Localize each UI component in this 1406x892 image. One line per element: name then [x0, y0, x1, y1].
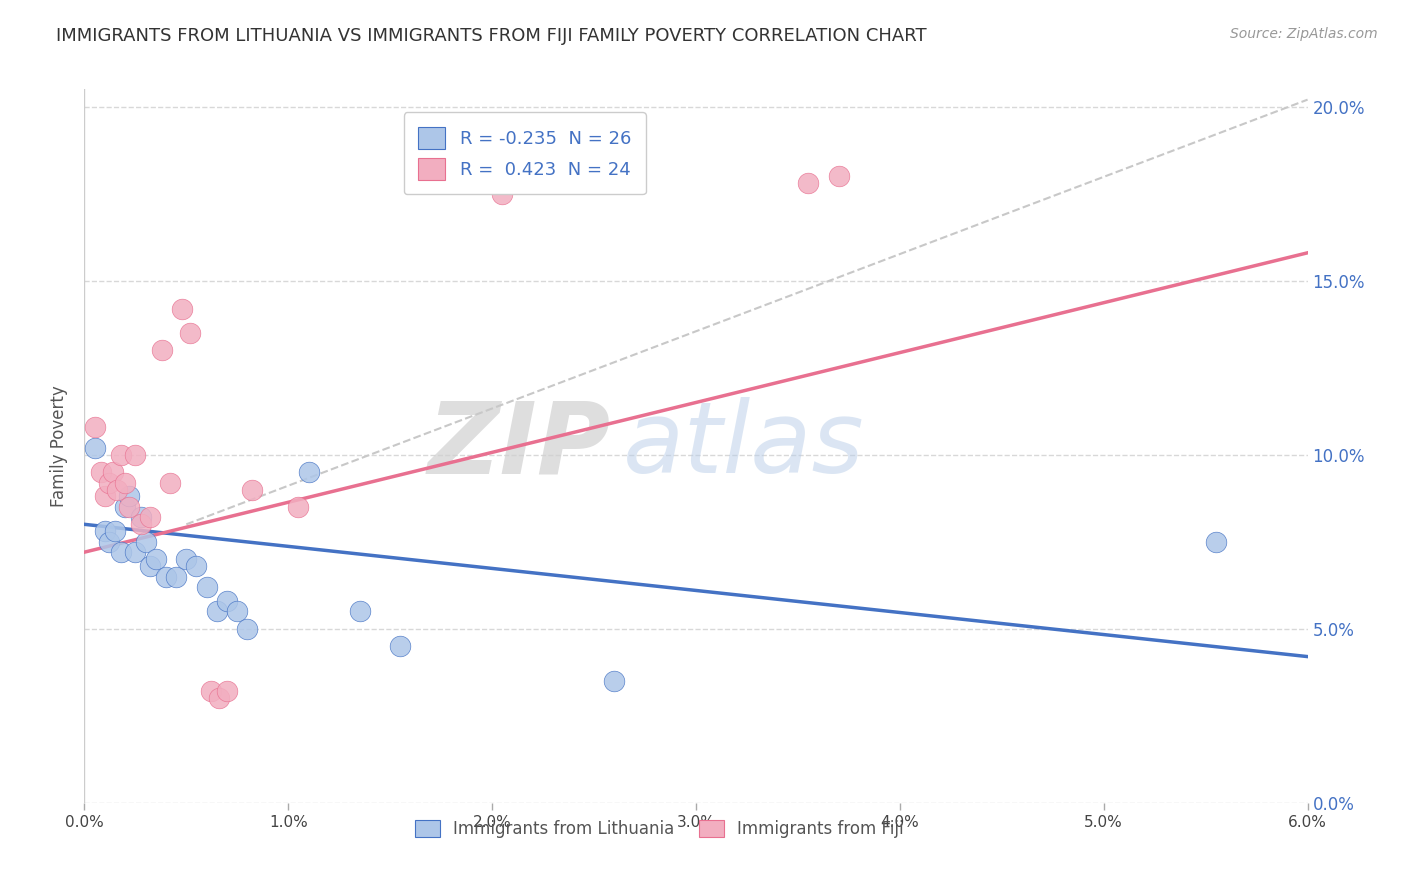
Point	[217, 594, 239, 608]
Point	[90, 465, 112, 479]
Point	[389, 639, 412, 653]
Point	[124, 545, 146, 559]
Y-axis label: Family Poverty: Family Poverty	[49, 385, 67, 507]
Text: atlas: atlas	[623, 398, 865, 494]
Point	[131, 510, 153, 524]
Point	[93, 524, 115, 539]
Point	[287, 500, 309, 514]
Point	[1205, 534, 1227, 549]
Point	[186, 559, 208, 574]
Point	[298, 465, 321, 479]
Point	[110, 448, 132, 462]
Point	[105, 483, 128, 497]
Point	[145, 552, 167, 566]
Point	[118, 490, 141, 504]
Point	[155, 569, 177, 583]
Point	[179, 326, 201, 340]
Point	[114, 475, 136, 490]
Point	[159, 475, 181, 490]
Point	[208, 691, 231, 706]
Point	[603, 673, 626, 688]
Legend: Immigrants from Lithuania, Immigrants from Fiji: Immigrants from Lithuania, Immigrants fr…	[408, 813, 911, 845]
Point	[97, 534, 120, 549]
Point	[205, 604, 228, 618]
Point	[83, 441, 105, 455]
Point	[200, 684, 222, 698]
Point	[165, 569, 187, 583]
Text: IMMIGRANTS FROM LITHUANIA VS IMMIGRANTS FROM FIJI FAMILY POVERTY CORRELATION CHA: IMMIGRANTS FROM LITHUANIA VS IMMIGRANTS …	[56, 27, 927, 45]
Point	[349, 604, 371, 618]
Point	[101, 465, 124, 479]
Point	[97, 475, 120, 490]
Point	[124, 448, 146, 462]
Point	[138, 510, 160, 524]
Point	[131, 517, 153, 532]
Point	[217, 684, 239, 698]
Text: ZIP: ZIP	[427, 398, 610, 494]
Point	[828, 169, 851, 184]
Point	[236, 622, 259, 636]
Point	[172, 301, 194, 316]
Point	[83, 420, 105, 434]
Point	[135, 534, 157, 549]
Point	[104, 524, 127, 539]
Point	[138, 559, 160, 574]
Point	[797, 176, 820, 190]
Point	[150, 343, 173, 358]
Point	[240, 483, 263, 497]
Point	[114, 500, 136, 514]
Text: Source: ZipAtlas.com: Source: ZipAtlas.com	[1230, 27, 1378, 41]
Point	[118, 500, 141, 514]
Point	[195, 580, 218, 594]
Point	[174, 552, 197, 566]
Point	[110, 545, 132, 559]
Point	[93, 490, 115, 504]
Point	[226, 604, 249, 618]
Point	[491, 186, 513, 201]
